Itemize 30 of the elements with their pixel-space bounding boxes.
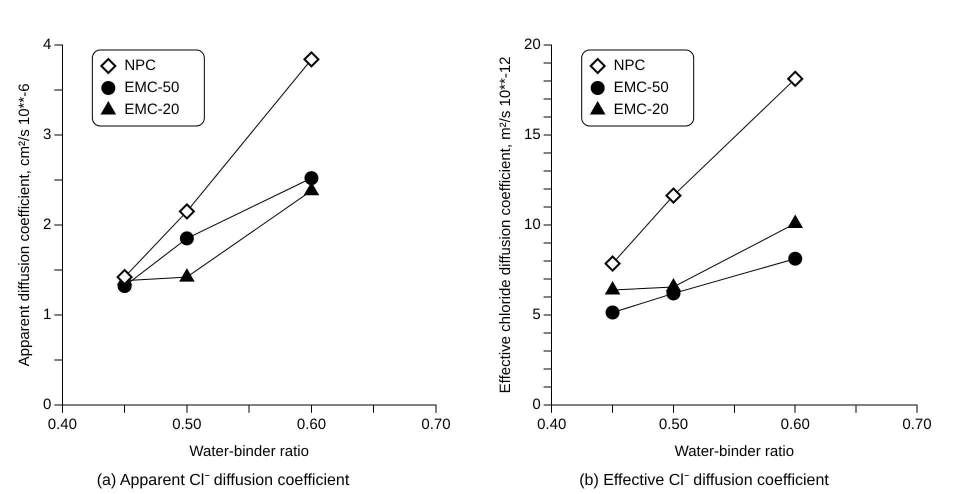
- legend-label: EMC-20: [614, 101, 669, 118]
- y-tick-label: 0: [43, 396, 52, 413]
- y-tick-label: 1: [43, 306, 52, 323]
- x-tick-label: 0.70: [421, 416, 451, 433]
- x-tick-label: 0.40: [537, 416, 566, 433]
- y-tick-label: 15: [524, 126, 541, 144]
- x-tick-label: 0.40: [48, 416, 77, 433]
- legend-label: EMC-50: [124, 79, 180, 96]
- x-tick-label: 0.70: [902, 416, 932, 433]
- legend-label: EMC-20: [124, 101, 180, 118]
- x-tick-label: 0.50: [658, 416, 688, 433]
- text: (a) Apparent Cl⁻ diffusion coefficient: [96, 472, 350, 489]
- y-tick-label: 10: [524, 216, 541, 234]
- x-tick-label: 0.60: [296, 416, 326, 433]
- y-tick-label: 4: [43, 36, 52, 54]
- legend-label: NPC: [124, 57, 156, 74]
- y-axis-title: Apparent diffusion coefficient, cm²/s 10**-6: [16, 83, 34, 366]
- x-tick-label: 0.60: [780, 416, 810, 433]
- y-tick-label: 3: [43, 126, 52, 144]
- y-tick-label: 5: [532, 306, 541, 323]
- x-axis-title: Water-binder ratio: [674, 442, 794, 460]
- legend-label: EMC-50: [614, 79, 669, 96]
- y-axis-title: Effective chloride diffusion coefficient, m²/s 10**-12: [497, 56, 514, 394]
- y-tick-label: 0: [532, 396, 541, 413]
- y-tick-label: 2: [43, 216, 52, 234]
- y-tick-label: 20: [524, 36, 541, 54]
- x-axis-title: Water-binder ratio: [189, 442, 309, 460]
- text: (b) Effective Cl⁻ diffusion coefficient: [579, 472, 830, 489]
- x-tick-label: 0.50: [172, 416, 202, 433]
- legend-label: NPC: [614, 57, 646, 74]
